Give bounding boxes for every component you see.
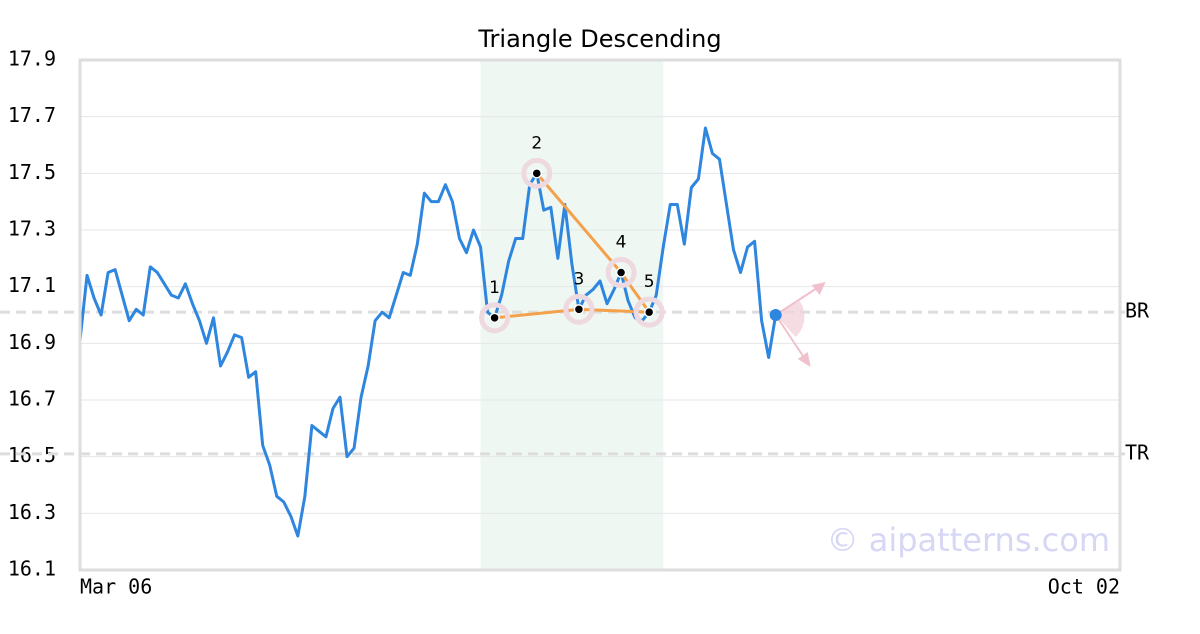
- pattern-label: 2: [531, 133, 542, 153]
- y-tick-label: 16.3: [8, 500, 56, 524]
- price-line: [78, 126, 778, 538]
- pattern-halo: [605, 257, 637, 288]
- projection-arrow: [774, 314, 809, 364]
- pattern-point: [643, 306, 655, 318]
- pattern-label: 4: [616, 233, 627, 253]
- y-tick-label: 17.9: [8, 47, 56, 71]
- pattern-halo: [633, 296, 665, 328]
- y-tick-label: 17.5: [8, 160, 56, 184]
- reference-label: TR: [1125, 440, 1150, 464]
- pattern-label: 3: [574, 269, 585, 289]
- pattern-label: 5: [644, 272, 655, 292]
- projection-arrowhead: [797, 352, 811, 367]
- reference-label: BR: [1125, 299, 1150, 323]
- projection-arrowhead: [811, 282, 826, 295]
- y-tick-label: 16.1: [8, 557, 56, 581]
- pattern-halo: [479, 302, 511, 334]
- pattern-point: [573, 304, 585, 315]
- y-tick-label: 16.9: [8, 330, 56, 354]
- y-tick-label: 17.3: [8, 217, 56, 241]
- chart-title: Triangle Descending: [477, 25, 721, 53]
- y-tick-label: 16.7: [8, 387, 56, 411]
- plot-frame: [78, 58, 1122, 572]
- x-tick-label: Mar 06: [80, 575, 152, 599]
- watermark: © aipatterns.com: [827, 521, 1110, 559]
- pattern-point: [489, 312, 500, 324]
- pattern-halo: [521, 157, 553, 189]
- pattern-label: 1: [489, 278, 500, 298]
- pattern-point: [615, 267, 627, 278]
- x-tick-label: Oct 02: [1048, 575, 1120, 599]
- projection-fan: [775, 301, 805, 337]
- y-tick-label: 17.7: [8, 103, 56, 127]
- y-tick-label: 16.5: [8, 443, 56, 467]
- y-tick-label: 17.1: [8, 273, 56, 297]
- pattern-point: [531, 168, 543, 179]
- pattern-halo: [563, 293, 595, 325]
- last-point: [769, 309, 782, 321]
- projection-arrow: [775, 284, 823, 316]
